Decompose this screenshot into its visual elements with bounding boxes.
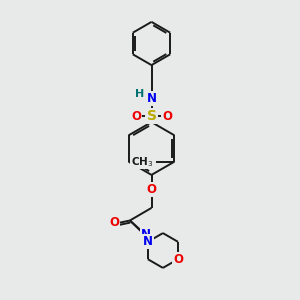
Text: N: N <box>146 92 157 105</box>
Text: N: N <box>140 228 151 242</box>
Text: N: N <box>143 235 153 248</box>
Text: O: O <box>109 216 119 230</box>
Text: O: O <box>146 183 157 196</box>
Text: H: H <box>136 88 145 99</box>
Text: O: O <box>131 110 141 123</box>
Text: O: O <box>173 253 183 266</box>
Text: S: S <box>146 109 157 123</box>
Text: CH$_3$: CH$_3$ <box>131 155 153 169</box>
Text: O: O <box>162 110 172 123</box>
